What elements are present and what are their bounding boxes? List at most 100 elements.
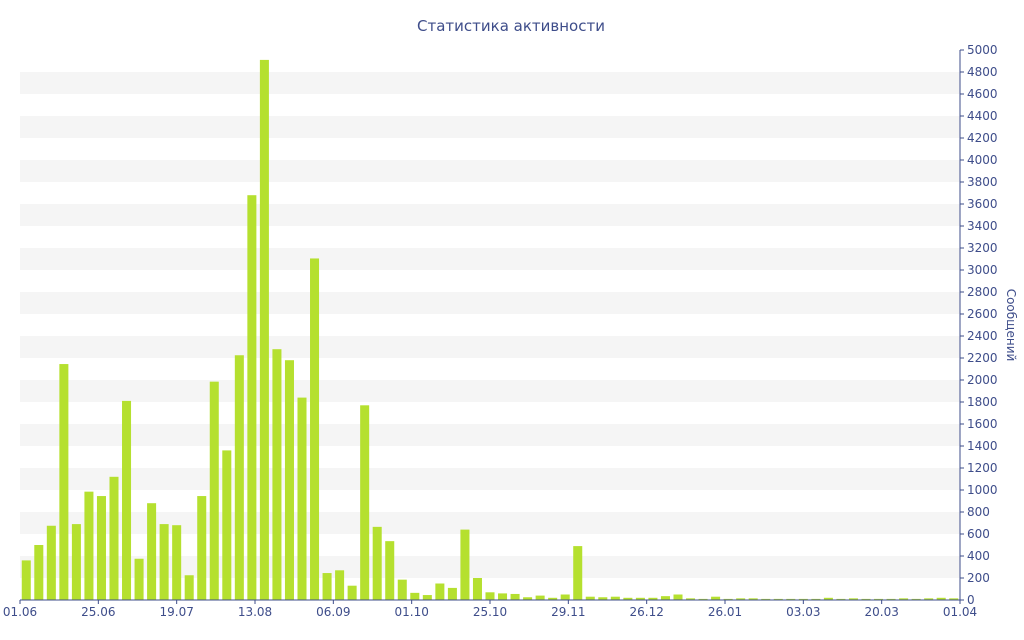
x-tick-label: 29.11	[551, 605, 585, 619]
y-axis: 0 200 400 600 800 1000 1200 1400 1600 1800 2000 220…	[959, 43, 998, 607]
bar	[811, 598, 821, 600]
bar	[786, 598, 796, 600]
bar	[272, 349, 282, 600]
y-tick-label: 1400	[967, 439, 998, 453]
bar	[635, 597, 645, 600]
x-tick-label: 01.06	[3, 605, 37, 619]
bar	[761, 598, 771, 600]
bar	[46, 525, 56, 600]
bar	[34, 545, 44, 600]
bar	[397, 579, 407, 600]
bar	[122, 400, 132, 600]
y-tick-label: 3200	[967, 241, 998, 255]
bar	[134, 558, 144, 600]
bar	[435, 583, 445, 600]
bar	[410, 592, 420, 600]
bar	[861, 598, 871, 600]
bar	[623, 597, 633, 600]
bar-series	[21, 59, 959, 600]
bar	[84, 491, 94, 600]
bar	[723, 598, 733, 600]
bar	[911, 598, 921, 600]
bar	[234, 355, 244, 600]
x-tick-label: 01.04	[943, 605, 977, 619]
bar	[686, 598, 696, 600]
bar	[924, 598, 934, 600]
y-tick-label: 1200	[967, 461, 998, 475]
y-tick-label: 3000	[967, 263, 998, 277]
y-tick-label: 800	[967, 505, 990, 519]
bar	[698, 598, 708, 600]
y-tick-label: 1000	[967, 483, 998, 497]
y-tick-label: 3800	[967, 175, 998, 189]
grid-band	[20, 72, 960, 94]
grid-band	[20, 160, 960, 182]
bar	[147, 503, 157, 600]
bar	[460, 529, 470, 600]
bar	[610, 596, 620, 600]
bar	[949, 598, 959, 600]
bar	[899, 598, 909, 600]
y-tick-label: 2800	[967, 285, 998, 299]
bar	[660, 596, 670, 600]
bar	[836, 598, 846, 600]
bar	[472, 578, 482, 600]
y-axis-label: Сообщений	[1004, 289, 1018, 362]
grid-band	[20, 468, 960, 490]
x-tick-label: 06.09	[316, 605, 350, 619]
bar	[648, 597, 658, 600]
y-tick-label: 3400	[967, 219, 998, 233]
y-tick-label: 2400	[967, 329, 998, 343]
grid-band	[20, 248, 960, 270]
x-axis: 01.06 25.06 19.07 13.08 06.09 01.10 25.10 29.11…	[3, 599, 977, 619]
bar	[385, 541, 395, 600]
bar	[209, 381, 219, 600]
bar	[798, 598, 808, 600]
bar	[560, 594, 570, 600]
y-tick-label: 4800	[967, 65, 998, 79]
bar	[184, 575, 194, 600]
bar	[498, 593, 508, 600]
y-tick-label: 4600	[967, 87, 998, 101]
grid-bands	[20, 72, 960, 578]
bar	[874, 598, 884, 600]
bar	[172, 525, 182, 600]
bar	[109, 476, 119, 600]
x-tick-label: 25.06	[81, 605, 115, 619]
bar	[711, 596, 721, 600]
bar	[936, 597, 946, 600]
bar	[447, 587, 457, 600]
x-tick-label: 01.10	[394, 605, 428, 619]
y-tick-label: 200	[967, 571, 990, 585]
bar	[59, 364, 69, 600]
y-tick-label: 5000	[967, 43, 998, 57]
bar	[247, 195, 257, 600]
y-tick-label: 2200	[967, 351, 998, 365]
bar	[523, 597, 533, 600]
bar	[673, 594, 683, 600]
bar	[21, 560, 31, 600]
bar	[773, 598, 783, 600]
grid-band	[20, 336, 960, 358]
grid-band	[20, 292, 960, 314]
bar	[510, 593, 520, 600]
grid-band	[20, 380, 960, 402]
bar	[736, 598, 746, 600]
bar	[598, 597, 608, 600]
bar	[485, 592, 495, 600]
bar	[335, 570, 345, 600]
bar	[848, 598, 858, 600]
x-tick-label: 26.12	[629, 605, 663, 619]
bar	[360, 405, 370, 600]
bar	[585, 596, 595, 600]
bar	[548, 597, 558, 600]
y-tick-label: 4400	[967, 109, 998, 123]
bar	[823, 597, 833, 600]
x-tick-label: 13.08	[238, 605, 272, 619]
bar	[284, 360, 294, 600]
x-tick-label: 19.07	[159, 605, 193, 619]
grid-band	[20, 204, 960, 226]
y-tick-label: 2600	[967, 307, 998, 321]
y-tick-label: 0	[967, 593, 975, 607]
